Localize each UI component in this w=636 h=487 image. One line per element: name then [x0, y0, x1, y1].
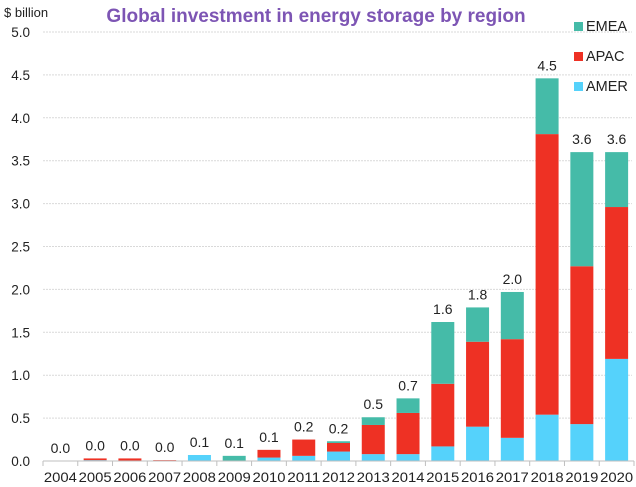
y-tick-label: 1.0 [11, 368, 30, 383]
x-tick-label: 2019 [565, 470, 598, 485]
bar-apac-2014 [396, 412, 420, 455]
bar-apac-2011 [292, 439, 316, 456]
bar-apac-2020 [605, 207, 629, 359]
x-tick-label: 2018 [531, 470, 564, 485]
bar-emea-2012 [327, 441, 350, 443]
y-tick-label: 2.5 [11, 240, 30, 255]
total-label-2011: 0.2 [294, 419, 314, 435]
total-label-2010: 0.1 [259, 429, 279, 445]
bar-apac-2013 [361, 424, 385, 455]
y-tick-label: 3.5 [11, 154, 30, 169]
bar-apac-2005 [83, 458, 107, 461]
bar-amer-2020 [605, 358, 629, 461]
total-label-2008: 0.1 [190, 434, 210, 450]
y-tick-label: 4.5 [11, 68, 30, 83]
total-label-2014: 0.7 [398, 377, 418, 393]
bar-amer-2010 [257, 457, 281, 461]
bar-apac-2018 [535, 134, 559, 415]
total-label-2019: 3.6 [572, 131, 592, 147]
bar-emea-2009 [222, 455, 246, 461]
x-tick-label: 2006 [113, 470, 146, 485]
bar-amer-2016 [466, 426, 490, 461]
x-tick-label: 2007 [148, 470, 181, 485]
legend-label-emea: EMEA [586, 19, 627, 35]
bar-amer-2015 [431, 446, 455, 461]
y-axis-unit-label: $ billion [4, 5, 48, 20]
total-label-2012: 0.2 [329, 420, 349, 436]
y-axis-ticks: 0.0 0.5 1.0 1.5 2.0 2.5 3.0 3.5 4.0 4.5 5.0 [11, 25, 30, 469]
y-tick-label: 2.0 [11, 282, 30, 297]
bar-apac-2016 [466, 341, 490, 427]
legend-swatch-emea [574, 22, 583, 31]
total-label-2004: 0.0 [51, 440, 71, 456]
x-tick-label: 2005 [79, 470, 112, 485]
x-tick-label: 2020 [600, 470, 633, 485]
x-tick-label: 2004 [44, 470, 78, 485]
bar-amer-2011 [292, 455, 316, 461]
bar-amer-2019 [570, 424, 594, 461]
bar-amer-2018 [535, 414, 559, 461]
gridlines [43, 31, 632, 419]
y-tick-label: 3.0 [11, 197, 30, 212]
total-label-2007: 0.0 [155, 439, 175, 455]
bar-emea-2019 [570, 152, 594, 267]
legend-label-amer: AMER [586, 79, 628, 95]
x-axis: 2004 2005 2006 2007 2008 2009 2010 2011 2012 2013… [42, 460, 635, 485]
total-label-2017: 2.0 [503, 271, 523, 287]
bar-apac-2017 [500, 339, 524, 438]
x-tick-label: 2010 [252, 470, 285, 485]
bar-emea-2016 [466, 307, 490, 342]
total-label-2018: 4.5 [537, 57, 557, 73]
legend-label-apac: APAC [586, 49, 624, 65]
bar-emea-2015 [431, 322, 455, 384]
bar-apac-2006 [118, 458, 142, 461]
legend-swatch-apac [574, 52, 583, 61]
bar-emea-2017 [500, 291, 524, 340]
bar-emea-2018 [535, 78, 559, 135]
x-tick-label: 2012 [322, 470, 355, 485]
bar-emea-2020 [605, 152, 629, 208]
total-label-2005: 0.0 [85, 437, 105, 453]
total-label-2016: 1.8 [468, 286, 488, 302]
x-tick-label: 2008 [183, 470, 216, 485]
bar-amer-2012 [327, 451, 350, 461]
y-tick-label: 1.5 [11, 325, 30, 340]
total-labels: 0.0 0.0 0.0 0.0 0.1 0.1 0.1 0.2 0.2 0.5 0.7 1.6 1.8 2… [51, 57, 627, 456]
bar-amer-2008 [187, 454, 211, 461]
y-tick-label: 0.5 [11, 411, 30, 426]
x-tick-label: 2016 [461, 470, 494, 485]
bar-apac-2019 [570, 266, 594, 425]
x-tick-label: 2011 [287, 470, 320, 485]
bar-apac-2012 [327, 442, 350, 452]
total-label-2013: 0.5 [364, 396, 384, 412]
bars [83, 78, 629, 461]
y-tick-label: 5.0 [11, 25, 30, 40]
y-tick-label: 0.0 [11, 454, 30, 469]
bar-amer-2013 [361, 454, 385, 461]
bar-amer-2014 [396, 454, 420, 461]
total-label-2020: 3.6 [607, 131, 627, 147]
total-label-2009: 0.1 [224, 435, 244, 451]
legend-swatch-amer [574, 82, 583, 91]
total-label-2015: 1.6 [433, 301, 453, 317]
bar-apac-2015 [431, 383, 455, 447]
bar-amer-2017 [500, 437, 524, 461]
bar-emea-2014 [396, 398, 420, 413]
x-tick-label: 2013 [357, 470, 390, 485]
x-tick-label: 2014 [392, 470, 426, 485]
legend: EMEA APAC AMER [574, 19, 628, 95]
bar-apac-2010 [257, 449, 281, 458]
x-tick-label: 2009 [218, 470, 251, 485]
total-label-2006: 0.0 [120, 437, 140, 453]
y-tick-label: 4.0 [11, 111, 30, 126]
chart-title: Global investment in energy storage by r… [106, 6, 525, 27]
x-tick-label: 2015 [426, 470, 459, 485]
bar-emea-2013 [361, 417, 385, 425]
x-tick-label: 2017 [496, 470, 529, 485]
